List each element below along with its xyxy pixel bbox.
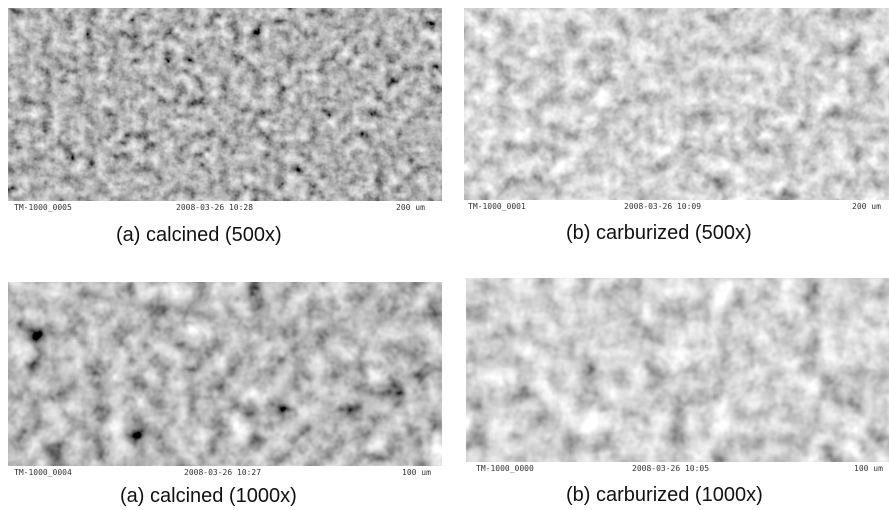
scale-bar-label: 100 um [854, 464, 883, 473]
datetime: 2008-03-26 10:28 [176, 203, 254, 212]
sem-info-bar: TM-1000_0000 2008-03-26 10:05 100 um [466, 462, 889, 475]
scale-bar-label: 200 um [852, 202, 881, 211]
datetime: 2008-03-26 10:09 [624, 202, 702, 211]
scale-bar-label: 200 um [396, 203, 425, 212]
caption: (b) carburized (1000x) [566, 484, 763, 506]
image-id: TM-1000_0005 [14, 203, 72, 212]
sem-info-bar: TM-1000_0001 2008-03-26 10:09 200 um [464, 200, 889, 213]
caption: (a) calcined (1000x) [120, 485, 297, 507]
caption: (b) carburized (500x) [566, 222, 752, 244]
scale-bar-label: 100 um [402, 468, 431, 477]
image-id: TM-1000_0000 [476, 464, 534, 473]
datetime: 2008-03-26 10:05 [632, 464, 710, 473]
sem-micrograph-carburized-500x [464, 8, 889, 200]
sem-micrograph-carburized-1000x [466, 278, 889, 464]
image-id: TM-1000_0001 [468, 202, 526, 211]
datetime: 2008-03-26 10:27 [184, 468, 262, 477]
sem-micrograph-calcined-1000x [8, 282, 442, 466]
sem-info-bar: TM-1000_0005 2008-03-26 10:28 200 um [8, 201, 442, 214]
sem-micrograph-calcined-500x [8, 8, 442, 201]
caption: (a) calcined (500x) [116, 224, 282, 246]
sem-info-bar: TM-1000_0004 2008-03-26 10:27 100 um [8, 466, 442, 479]
image-id: TM-1000_0004 [14, 468, 72, 477]
